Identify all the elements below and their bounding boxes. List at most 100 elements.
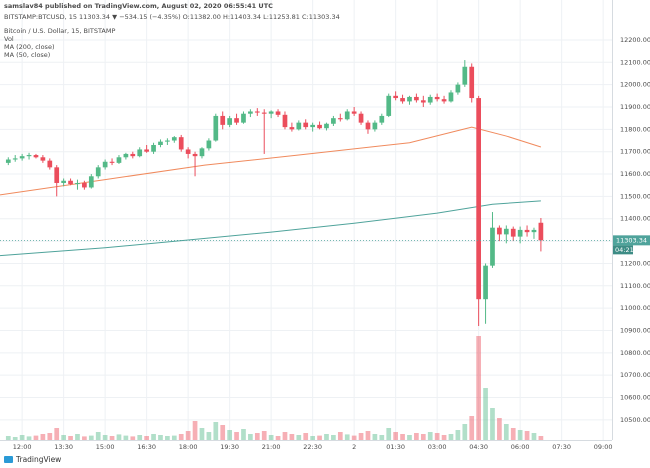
candle-body [144,149,149,152]
logo-icon [4,456,13,463]
volume-bar [497,418,502,440]
volume-bar [248,434,253,440]
candle-body [220,115,226,125]
volume-bar [351,435,357,440]
volume-bar [344,434,350,440]
candle-body [331,118,336,124]
candle-body [462,66,468,85]
candle-body [476,98,481,300]
volume-bar [414,433,419,440]
x-tick-label: 01:30 [386,443,405,451]
volume-bar [151,434,156,440]
candle-body [88,176,94,188]
candle-body [538,222,544,241]
volume-bar [185,431,191,440]
x-tick-label: 07:30 [552,443,571,451]
candle-body [344,111,350,120]
volume-bar [12,437,18,440]
x-tick-label: 12:00 [13,443,32,451]
y-tick-label: 11100.00 [620,282,650,290]
volume-bar [303,433,309,440]
volume-bar [234,432,239,440]
candle-body [379,115,385,123]
candle-body [420,100,426,103]
volume-bar [19,435,25,440]
volume-bar [538,436,544,440]
candle-body [400,98,405,102]
volume-bar [407,435,412,440]
y-tick-label: 10900.00 [620,326,650,334]
candle-body [483,265,488,300]
candle-body [213,115,219,141]
volume-bar [455,430,461,440]
candle-body [455,84,461,93]
candle-body [54,167,60,183]
legend-entry: MA (50, close) [4,51,50,59]
candle-body [393,95,398,99]
x-tick-label: 19:30 [220,443,239,451]
x-tick-label: 16:30 [137,443,156,451]
candle-body [206,140,212,149]
candle-body [524,229,530,233]
x-tick-label: 2 [352,443,356,451]
candle-body [178,137,184,150]
volume-bar [483,388,488,440]
chart-title: Bitcoin / U.S. Dollar, 15, BITSTAMP [4,27,115,35]
volume-bar [448,434,454,440]
candle-body [227,118,232,125]
candle-body [324,123,329,129]
volume-bar [213,422,219,440]
candle-body [95,167,101,177]
candle-body [33,155,39,158]
volume-bar [40,434,46,440]
volume-bar [331,435,336,440]
volume-bar [206,432,212,440]
moving-average [0,126,542,196]
x-tick-label: 13:30 [54,443,73,451]
candle-body [469,66,475,99]
volume-bar [386,428,392,440]
volume-bar [400,434,405,440]
candle-body [116,157,122,163]
candle-body [12,158,18,160]
volume-bar [358,433,364,440]
volume-bar [82,436,87,440]
candle-body [303,122,309,128]
candle-body [171,137,177,141]
candle-body [248,111,253,114]
volume-bar [517,430,523,440]
volume-bar [324,434,329,440]
volume-bar [531,433,537,440]
volume-bar [199,428,205,440]
volume-bar [372,434,378,440]
candle-body [490,227,495,266]
volume-bar [434,433,440,440]
candle-body [234,118,239,123]
brand: TradingView [15,455,61,464]
volume-bar [462,424,468,440]
y-tick-label: 11700.00 [620,148,650,156]
volume-bar [365,431,371,440]
volume-bar [158,435,163,440]
candle-body [130,153,136,157]
volume-bar [88,435,94,440]
quote-line: BITSTAMP:BTCUSD, 15 11303.34 ▼ −534.15 (… [4,13,340,21]
y-tick-label: 11800.00 [620,125,650,133]
candle-body [19,156,25,159]
volume-bar [310,436,315,440]
candle-body [199,148,205,157]
volume-bar [54,428,60,440]
candle-body [497,227,502,235]
candle-body [317,124,322,129]
candle-body [372,122,378,130]
volume-bar [220,425,226,440]
volume-bar [379,435,385,440]
volume-bar [241,429,246,440]
volume-bar [296,435,302,440]
candle-body [434,96,440,100]
volume-bar [137,435,143,440]
legend-entry: MA (200, close) [4,43,54,51]
last-price-label: 11303.34 [616,236,647,244]
y-tick-label: 12000.00 [620,81,650,89]
